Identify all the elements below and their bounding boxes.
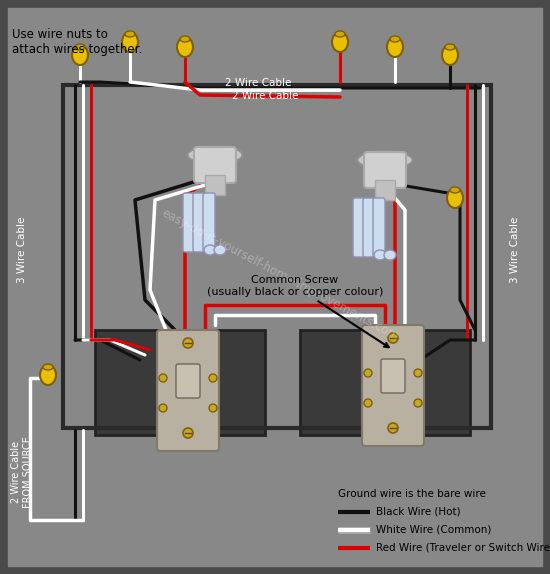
Ellipse shape <box>75 44 85 50</box>
FancyBboxPatch shape <box>183 193 195 252</box>
Text: Black Wire (Hot): Black Wire (Hot) <box>376 507 461 517</box>
Bar <box>205 175 225 195</box>
Circle shape <box>414 399 422 407</box>
Circle shape <box>183 338 193 348</box>
Ellipse shape <box>447 188 463 208</box>
Circle shape <box>414 369 422 377</box>
Circle shape <box>159 404 167 412</box>
Bar <box>63 85 491 428</box>
Text: 3 Wire Cable: 3 Wire Cable <box>510 217 520 283</box>
FancyBboxPatch shape <box>362 325 424 446</box>
FancyBboxPatch shape <box>353 198 365 257</box>
Ellipse shape <box>214 245 226 255</box>
Text: 2 Wire Cable: 2 Wire Cable <box>232 91 298 101</box>
FancyBboxPatch shape <box>373 198 385 257</box>
Circle shape <box>364 399 372 407</box>
Text: easy-do-it-yourself-home-improvements.com: easy-do-it-yourself-home-improvements.co… <box>160 207 401 343</box>
Circle shape <box>388 423 398 433</box>
Text: Red Wire (Traveler or Switch Wire): Red Wire (Traveler or Switch Wire) <box>376 543 550 553</box>
Text: Ground wire is the bare wire: Ground wire is the bare wire <box>338 489 486 499</box>
Circle shape <box>388 333 398 343</box>
FancyBboxPatch shape <box>381 359 405 393</box>
Bar <box>375 180 395 200</box>
Ellipse shape <box>72 45 88 65</box>
FancyBboxPatch shape <box>364 152 406 188</box>
Ellipse shape <box>204 245 216 255</box>
Ellipse shape <box>332 32 348 52</box>
Text: 2 Wire Cable
FROM SOURCE: 2 Wire Cable FROM SOURCE <box>11 436 33 508</box>
Text: Use wire nuts to
attach wires together.: Use wire nuts to attach wires together. <box>12 28 142 56</box>
Ellipse shape <box>390 36 400 42</box>
Circle shape <box>183 428 193 438</box>
FancyBboxPatch shape <box>157 330 219 451</box>
Ellipse shape <box>43 364 53 370</box>
Ellipse shape <box>358 151 412 169</box>
Ellipse shape <box>177 37 193 57</box>
Ellipse shape <box>384 250 396 260</box>
FancyBboxPatch shape <box>194 147 236 183</box>
Ellipse shape <box>387 37 403 57</box>
FancyBboxPatch shape <box>176 364 200 398</box>
Circle shape <box>364 369 372 377</box>
FancyBboxPatch shape <box>193 193 205 252</box>
Ellipse shape <box>374 250 386 260</box>
Ellipse shape <box>188 146 243 164</box>
Text: White Wire (Common): White Wire (Common) <box>376 525 491 535</box>
Text: 3 Wire Cable: 3 Wire Cable <box>17 217 27 283</box>
FancyBboxPatch shape <box>203 193 215 252</box>
Text: 2 Wire Cable: 2 Wire Cable <box>225 78 291 88</box>
Ellipse shape <box>335 31 345 37</box>
Text: Common Screw
(usually black or copper colour): Common Screw (usually black or copper co… <box>207 276 389 347</box>
Ellipse shape <box>442 45 458 65</box>
Circle shape <box>159 374 167 382</box>
FancyBboxPatch shape <box>363 198 375 257</box>
Ellipse shape <box>125 31 135 37</box>
Ellipse shape <box>180 36 190 42</box>
Ellipse shape <box>40 365 56 385</box>
Ellipse shape <box>122 32 138 52</box>
Ellipse shape <box>445 44 455 50</box>
Bar <box>95 330 265 435</box>
Circle shape <box>209 404 217 412</box>
Ellipse shape <box>450 187 460 193</box>
Bar <box>300 330 470 435</box>
Circle shape <box>209 374 217 382</box>
